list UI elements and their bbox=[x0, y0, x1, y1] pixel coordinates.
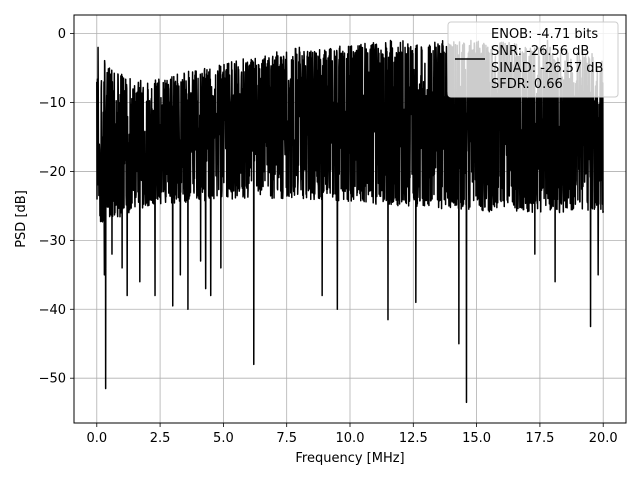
x-tick-label: 20.0 bbox=[589, 431, 618, 446]
legend: ENOB: -4.71 bits SNR: -26.56 dB SINAD: -… bbox=[447, 21, 619, 98]
legend-entry-sinad: SINAD: -26.57 dB bbox=[491, 61, 603, 76]
plot-data bbox=[96, 39, 604, 404]
y-axis-ticks: 0 −10 −20 −30 −40 −50 bbox=[39, 27, 74, 387]
y-axis-label: PSD [dB] bbox=[14, 190, 29, 248]
psd-series-line bbox=[96, 39, 604, 404]
x-tick-label: 12.5 bbox=[399, 431, 428, 446]
legend-entry-sfdr: SFDR: 0.66 bbox=[491, 77, 563, 92]
x-tick-label: 10.0 bbox=[336, 431, 365, 446]
y-tick-label: −50 bbox=[39, 372, 66, 387]
x-tick-label: 7.5 bbox=[276, 431, 297, 446]
y-tick-label: 0 bbox=[58, 27, 66, 42]
y-tick-label: −40 bbox=[39, 303, 66, 318]
y-tick-label: −20 bbox=[39, 165, 66, 180]
x-tick-label: 0.0 bbox=[86, 431, 107, 446]
x-tick-label: 2.5 bbox=[150, 431, 171, 446]
x-tick-label: 5.0 bbox=[213, 431, 234, 446]
x-tick-label: 17.5 bbox=[525, 431, 554, 446]
legend-entry-enob: ENOB: -4.71 bits bbox=[491, 27, 598, 42]
y-tick-label: −10 bbox=[39, 96, 66, 111]
x-axis-ticks: 0.0 2.5 5.0 7.5 10.0 12.5 15.0 17.5 20.0 bbox=[86, 423, 618, 446]
legend-box bbox=[447, 21, 619, 98]
x-tick-label: 15.0 bbox=[462, 431, 491, 446]
legend-entry-snr: SNR: -26.56 dB bbox=[491, 44, 589, 59]
x-axis-label: Frequency [MHz] bbox=[295, 451, 404, 466]
y-tick-label: −30 bbox=[39, 234, 66, 249]
